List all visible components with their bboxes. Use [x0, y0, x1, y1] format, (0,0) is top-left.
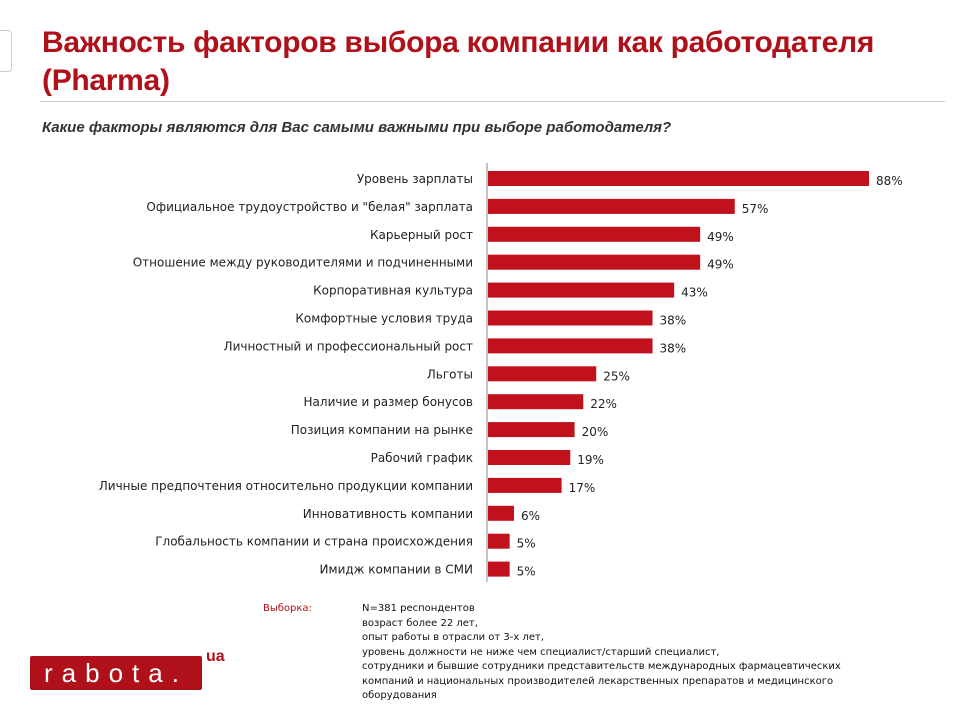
sample-description: N=381 респондентов возраст более 22 лет,…	[362, 602, 841, 704]
bar	[488, 338, 653, 354]
bar	[488, 422, 575, 438]
category-label: Позиция компании на рынке	[291, 423, 473, 437]
category-label: Корпоративная культура	[313, 284, 473, 298]
bar	[488, 533, 510, 549]
bar	[488, 561, 510, 577]
value-label: 5%	[517, 537, 536, 551]
category-label: Карьерный рост	[370, 228, 473, 242]
bar	[488, 226, 701, 242]
category-label: Наличие и размер бонусов	[304, 395, 473, 409]
value-label: 5%	[517, 565, 536, 579]
category-label: Личностный и профессиональный рост	[224, 339, 473, 353]
category-label: Инновативность компании	[303, 507, 473, 521]
value-label: 22%	[590, 397, 617, 411]
bar-chart: Уровень зарплаты 88% Официальное трудоустр…	[99, 163, 903, 582]
sample-line: компаний и национальных производителей л…	[362, 675, 834, 687]
sample-label: Выборка:	[263, 603, 312, 614]
category-label: Имидж компании в СМИ	[320, 563, 473, 577]
value-label: 38%	[660, 314, 687, 328]
value-label: 38%	[660, 341, 687, 355]
value-label: 20%	[582, 425, 609, 439]
sample-line: сотрудники и бывшие сотрудники представи…	[362, 661, 841, 672]
value-label: 88%	[876, 174, 903, 188]
bar	[488, 254, 701, 270]
bar	[488, 366, 597, 382]
bar	[488, 171, 869, 186]
sample-line: уровень должности не ниже чем специалист…	[362, 646, 720, 658]
value-label: 49%	[707, 230, 734, 244]
bar	[488, 450, 571, 465]
value-label: 25%	[603, 369, 630, 383]
category-label: Комфортные условия труда	[295, 312, 473, 326]
side-tab	[0, 30, 12, 72]
value-label: 57%	[742, 202, 769, 216]
page-title: Важность факторов выбора компании как ра…	[42, 26, 875, 97]
category-label: Уровень зарплаты	[357, 172, 473, 186]
bar	[488, 282, 675, 298]
value-label: 49%	[707, 258, 734, 272]
chart-question: Какие факторы являются для Вас самыми ва…	[42, 119, 672, 136]
logo-suffix: ua	[206, 648, 225, 665]
bar	[488, 505, 514, 521]
bar	[488, 477, 562, 493]
category-label: Официальное трудоустройство и "белая" за…	[146, 200, 473, 214]
bar	[488, 394, 584, 410]
value-label: 43%	[681, 286, 708, 300]
sample-line: оборудования	[362, 690, 437, 701]
bar	[488, 310, 653, 326]
category-label: Льготы	[427, 367, 473, 381]
category-label: Рабочий график	[371, 451, 473, 465]
rabota-logo: rabota.	[30, 656, 202, 690]
category-label: Отношение между руководителями и подчине…	[133, 256, 473, 270]
sample-line: возраст более 22 лет,	[362, 617, 478, 629]
value-label: 6%	[521, 509, 540, 523]
value-label: 19%	[577, 453, 604, 467]
bar	[488, 198, 735, 214]
sample-line: опыт работы в отрасли от 3-х лет,	[362, 632, 545, 643]
value-label: 17%	[569, 481, 596, 495]
sample-line: N=381 респондентов	[362, 603, 475, 614]
title-divider	[40, 101, 945, 102]
category-label: Личные предпочтения относительно продукц…	[99, 479, 473, 493]
category-label: Глобальность компании и страна происхожд…	[155, 535, 473, 549]
